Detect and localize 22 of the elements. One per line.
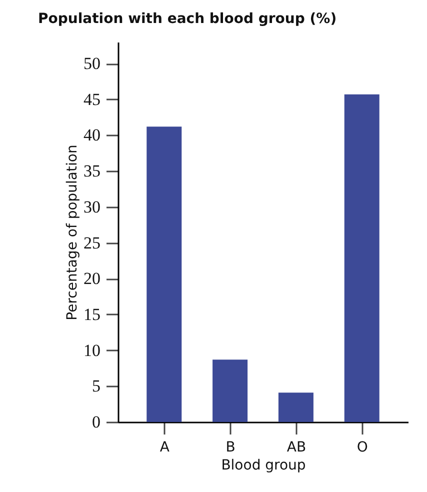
- y-tick-label: 10: [84, 340, 100, 360]
- y-tick-label: 50: [84, 54, 100, 74]
- bar: [212, 360, 248, 422]
- y-tick-label: 40: [84, 126, 100, 145]
- y-tick-label: 25: [84, 233, 100, 252]
- y-tick-label: 45: [84, 90, 100, 109]
- x-tick-label: AB: [286, 440, 306, 456]
- x-axis-title: Blood group: [221, 458, 306, 474]
- y-axis-title: Percentage of population: [64, 144, 80, 320]
- y-tick-label: 35: [84, 162, 100, 181]
- y-tick-label: 30: [84, 197, 100, 216]
- x-tick-label: B: [226, 440, 236, 456]
- y-tick-label: 5: [92, 376, 100, 396]
- x-tick-label: A: [160, 440, 170, 456]
- x-tick-label: O: [356, 440, 368, 456]
- y-tick-label: 15: [84, 304, 100, 324]
- y-tick-label: 0: [92, 412, 100, 432]
- bar: [146, 126, 182, 422]
- bar: [278, 392, 314, 422]
- chart-title: Population with each blood group (%): [38, 11, 337, 27]
- y-tick-label: 20: [84, 269, 100, 288]
- bar: [344, 94, 380, 422]
